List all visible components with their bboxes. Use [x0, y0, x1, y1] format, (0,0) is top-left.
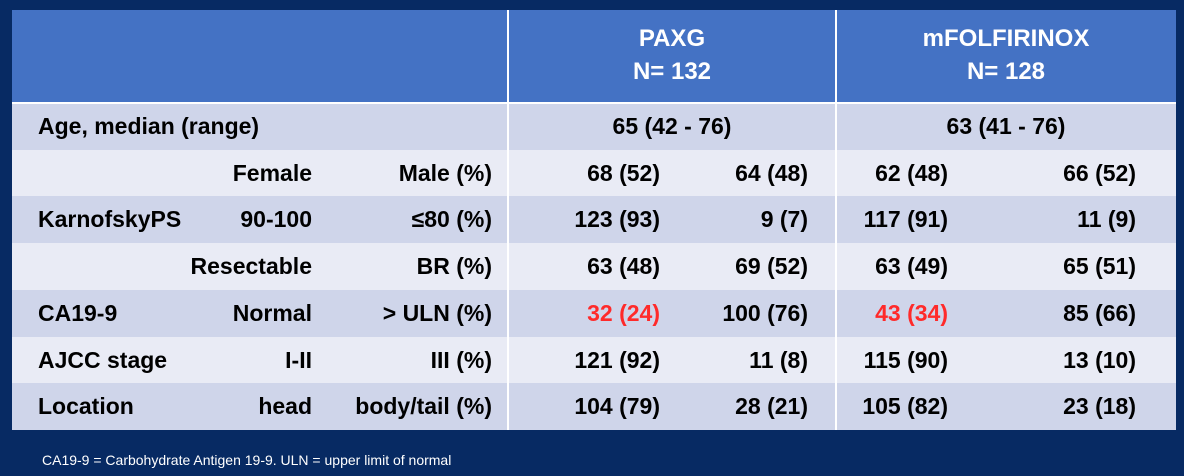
column-name: PAXG — [638, 25, 706, 52]
row-value: 11 (9) — [1077, 206, 1136, 233]
column-divider — [835, 10, 837, 430]
table-row: CA19-9 Normal > ULN (%) 32 (24) 100 (76) 43 (… — [12, 289, 1176, 337]
table-row: Female Male (%) 68 (52) 64 (48) 62 (48) 66 (5… — [12, 149, 1176, 197]
table-row: Location head body/tail (%) 104 (79) 28 (21)… — [12, 383, 1176, 431]
row-value: 104 (79) — [574, 393, 660, 420]
row-group: Resectable — [190, 253, 312, 280]
row-value: 9 (7) — [760, 206, 808, 233]
row-value: 66 (52) — [1063, 159, 1136, 186]
column-divider — [507, 10, 509, 430]
row-unit: > ULN (%) — [382, 299, 492, 326]
row-value: 117 (91) — [863, 206, 948, 233]
row-value: 105 (82) — [862, 393, 948, 420]
row-value: 121 (92) — [574, 346, 660, 373]
row-group: Normal — [232, 299, 312, 326]
column-header: PAXG N= 132 — [508, 10, 836, 103]
footnote: CA19-9 = Carbohydrate Antigen 19-9. ULN … — [42, 452, 452, 468]
table-row: Resectable BR (%) 63 (48) 69 (52) 63 (49) 65 … — [12, 243, 1176, 291]
row-value: 63 (41 - 76) — [946, 113, 1066, 139]
row-value: 65 (51) — [1063, 253, 1136, 280]
table: PAXG N= 132 mFOLFIRINOX N= 128 Age, median (… — [12, 10, 1176, 431]
header-divider — [12, 102, 1176, 104]
row-unit: BR (%) — [416, 253, 492, 280]
row-group: 90-100 — [240, 206, 312, 233]
row-value: 68 (52) — [587, 159, 660, 186]
row-value: 28 (21) — [735, 393, 808, 420]
column-name: mFOLFIRINOX — [922, 25, 1090, 52]
row-unit: Male (%) — [398, 159, 492, 186]
row-label: CA19-9 — [38, 299, 118, 326]
row-unit: III (%) — [430, 346, 492, 373]
row-value: 63 (49) — [875, 253, 948, 280]
row-value: 62 (48) — [875, 159, 948, 186]
column-n: N= 132 — [632, 58, 712, 85]
row-value: 100 (76) — [722, 299, 808, 326]
table-row: Age, median (range) 65 (42 - 76) 63 (41 - … — [12, 103, 1176, 150]
row-value: 63 (48) — [587, 253, 660, 280]
row-value: 69 (52) — [735, 253, 808, 280]
row-value: 115 (90) — [863, 346, 948, 373]
column-n: N= 128 — [966, 58, 1046, 85]
row-group: Female — [232, 159, 312, 186]
row-label: Age, median (range) — [38, 113, 260, 139]
row-label: AJCC stage — [38, 346, 168, 373]
row-value: 43 (34) — [875, 299, 948, 326]
row-value: 64 (48) — [735, 159, 808, 186]
row-label: Location — [38, 393, 134, 420]
row-group: I-II — [285, 346, 312, 373]
row-value: 11 (8) — [749, 346, 808, 373]
row-unit: ≤80 (%) — [411, 206, 492, 233]
row-value: 65 (42 - 76) — [612, 113, 732, 139]
row-value: 23 (18) — [1063, 393, 1136, 420]
table-row: KarnofskyPS 90-100 ≤80 (%) 123 (93) 9 (7) 117… — [12, 196, 1176, 244]
row-value: 13 (10) — [1063, 346, 1136, 373]
row-value: 123 (93) — [574, 206, 660, 233]
row-value: 85 (66) — [1063, 299, 1136, 326]
header-blank — [12, 10, 508, 103]
column-header: mFOLFIRINOX N= 128 — [836, 10, 1176, 103]
table-row: AJCC stage I-II III (%) 121 (92) 11 (8) 115 (… — [12, 336, 1176, 384]
row-unit: body/tail (%) — [355, 393, 492, 420]
row-group: head — [258, 393, 312, 420]
row-value: 32 (24) — [587, 299, 660, 326]
row-label: KarnofskyPS — [38, 206, 182, 233]
